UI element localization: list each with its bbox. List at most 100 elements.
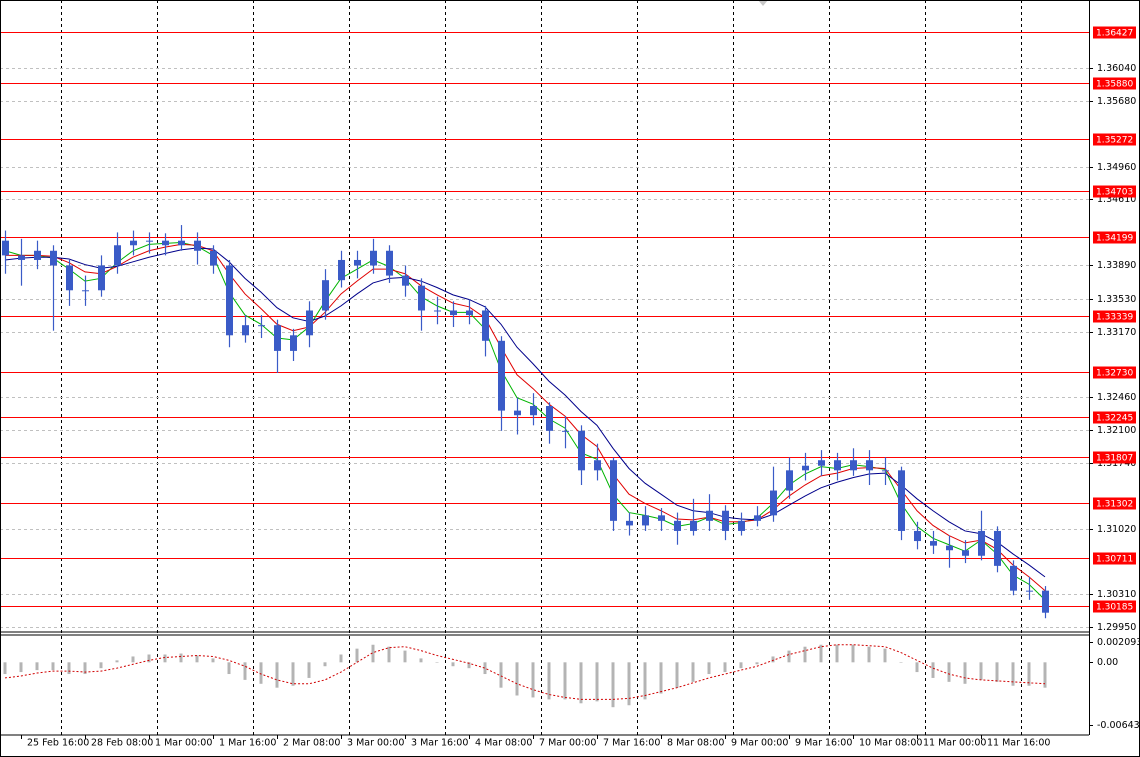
candle-body bbox=[130, 240, 137, 246]
macd-bar bbox=[659, 662, 663, 694]
candle-body bbox=[626, 520, 633, 526]
macd-bar bbox=[83, 662, 87, 675]
level-label: 1.30185 bbox=[1096, 603, 1133, 613]
level-label: 1.34199 bbox=[1096, 234, 1133, 244]
candle-body bbox=[850, 460, 857, 471]
candle-body bbox=[34, 250, 41, 260]
candle-body bbox=[962, 550, 969, 556]
candle-body bbox=[978, 530, 985, 556]
macd-bar bbox=[243, 662, 247, 680]
macd-bar bbox=[995, 662, 999, 682]
candle-body bbox=[242, 325, 249, 336]
macd-bar bbox=[19, 662, 23, 673]
macd-bar bbox=[595, 662, 599, 702]
candle-body bbox=[674, 520, 681, 531]
macd-bar bbox=[483, 662, 487, 675]
candle-body bbox=[738, 520, 745, 531]
level-label: 1.31302 bbox=[1096, 500, 1133, 510]
level-tag bbox=[1093, 600, 1136, 613]
macd-bar bbox=[627, 662, 631, 706]
y-tick-label: 1.32460 bbox=[1097, 392, 1136, 403]
macd-bar bbox=[563, 662, 567, 700]
level-label: 1.35880 bbox=[1096, 80, 1133, 90]
candle-body bbox=[338, 259, 345, 281]
level-label: 1.32245 bbox=[1096, 414, 1133, 424]
macd-bar bbox=[387, 646, 391, 663]
macd-bar bbox=[963, 662, 967, 684]
level-label: 1.34703 bbox=[1096, 188, 1133, 198]
macd-y-tick-label: 0.00 bbox=[1097, 657, 1118, 668]
macd-bar bbox=[35, 662, 39, 671]
y-tick-label: 1.33890 bbox=[1097, 260, 1136, 271]
candle-body bbox=[306, 310, 313, 336]
macd-bar bbox=[435, 662, 439, 663]
y-tick-label: 1.34960 bbox=[1097, 162, 1136, 173]
candle-body bbox=[450, 310, 457, 316]
candle-body bbox=[1042, 590, 1049, 613]
y-tick-label: 1.31020 bbox=[1097, 524, 1136, 535]
candle-body bbox=[546, 406, 553, 431]
macd-bar bbox=[643, 662, 647, 700]
moving-average bbox=[4, 247, 1046, 578]
candle-body bbox=[50, 250, 57, 266]
x-tick-label: 7 Mar 00:00 bbox=[539, 738, 596, 749]
level-tag bbox=[1093, 552, 1136, 565]
x-tick-label: 28 Feb 08:00 bbox=[91, 738, 153, 749]
candle-body bbox=[1010, 565, 1017, 591]
shift-marker bbox=[758, 0, 768, 6]
candle-body bbox=[882, 470, 889, 472]
macd-bar bbox=[547, 662, 551, 700]
level-tag bbox=[1093, 310, 1136, 323]
macd-y-tick-label: 0.002093 bbox=[1097, 637, 1140, 648]
macd-bar bbox=[1027, 662, 1031, 686]
level-tag bbox=[1093, 231, 1136, 244]
macd-bar bbox=[1043, 662, 1047, 688]
candle-body bbox=[82, 290, 89, 292]
candle-body bbox=[1026, 590, 1033, 592]
candle-body bbox=[482, 310, 489, 341]
candle-body bbox=[498, 340, 505, 411]
macd-bar bbox=[179, 653, 183, 663]
level-tag bbox=[1093, 497, 1136, 510]
macd-bar bbox=[211, 658, 215, 663]
y-tick-label: 1.33170 bbox=[1097, 327, 1136, 338]
macd-bar bbox=[883, 648, 887, 663]
candle-body bbox=[354, 259, 361, 266]
level-tag bbox=[1093, 366, 1136, 379]
level-label: 1.33339 bbox=[1096, 313, 1133, 323]
candle-body bbox=[322, 280, 329, 311]
candle-body bbox=[66, 265, 73, 291]
candle-body bbox=[786, 470, 793, 491]
macd-bar bbox=[291, 662, 295, 686]
candle-body bbox=[914, 530, 921, 542]
macd-bar bbox=[163, 654, 167, 663]
level-label: 1.31807 bbox=[1096, 454, 1133, 464]
macd-bar bbox=[323, 662, 327, 667]
level-tag bbox=[1093, 77, 1136, 90]
macd-bar bbox=[515, 662, 519, 696]
macd-bar bbox=[99, 662, 103, 669]
macd-bar bbox=[51, 662, 55, 671]
candle-body bbox=[898, 470, 905, 531]
macd-bar bbox=[851, 644, 855, 663]
level-tag bbox=[1093, 411, 1136, 424]
x-tick-label: 1 Mar 00:00 bbox=[155, 738, 212, 749]
macd-bar bbox=[691, 662, 695, 682]
x-tick-label: 9 Mar 00:00 bbox=[731, 738, 788, 749]
macd-bar bbox=[131, 656, 135, 663]
level-tag bbox=[1093, 185, 1136, 198]
macd-bar bbox=[675, 662, 679, 688]
level-tag bbox=[1093, 451, 1136, 464]
candle-body bbox=[258, 325, 265, 327]
y-tick-label: 1.35680 bbox=[1097, 96, 1136, 107]
candle-body bbox=[162, 240, 169, 246]
y-tick-label: 1.30310 bbox=[1097, 589, 1136, 600]
candle-body bbox=[386, 250, 393, 276]
candle-body bbox=[210, 250, 217, 266]
macd-bar bbox=[371, 644, 375, 663]
macd-bar bbox=[115, 660, 119, 663]
candle-body bbox=[114, 245, 121, 266]
candle-body bbox=[770, 490, 777, 516]
candle-body bbox=[594, 460, 601, 471]
macd-bar bbox=[979, 662, 983, 680]
